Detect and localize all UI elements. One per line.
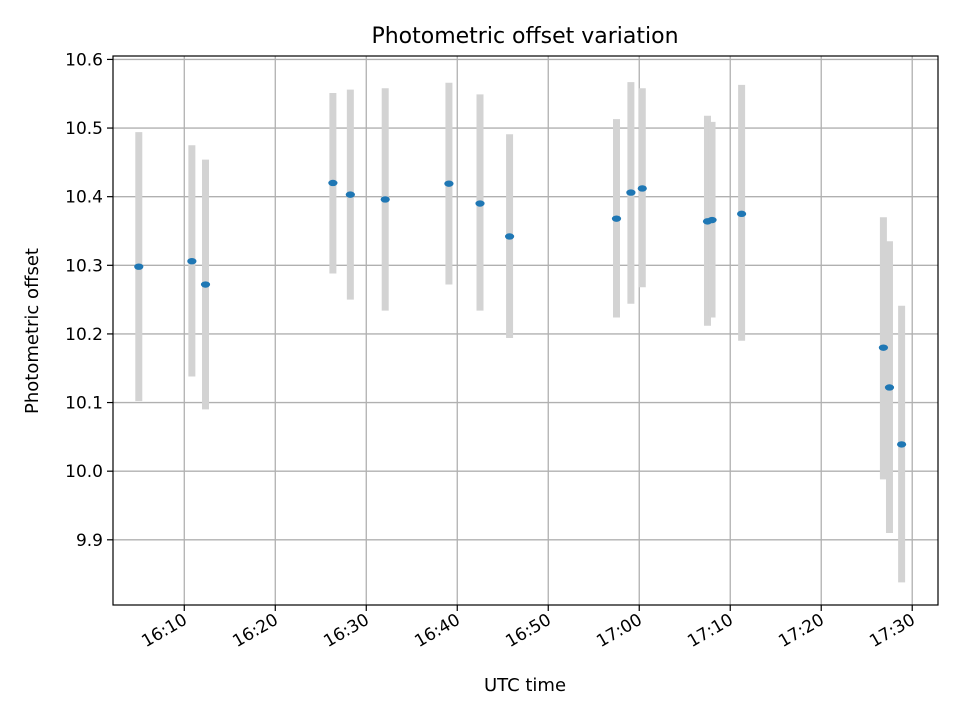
y-axis-label: Photometric offset (22, 248, 43, 414)
x-tick-label: 17:00 (593, 610, 645, 652)
data-point (626, 189, 636, 196)
y-tick-label: 10.1 (65, 394, 103, 414)
data-point (380, 196, 390, 203)
y-tick-label: 10.0 (65, 462, 103, 482)
x-tick-label: 16:50 (502, 610, 554, 652)
data-point (884, 384, 895, 391)
data-point (328, 179, 338, 187)
data-point (187, 257, 197, 265)
data-point (637, 185, 647, 192)
data-point (345, 191, 355, 198)
data-point (504, 233, 515, 240)
x-axis: 16:10 16:20 16:30 16:40 16:50 17:00 17:10 17:20… (138, 605, 919, 652)
x-tick-label: 16:10 (138, 610, 190, 652)
plot-area (112, 55, 939, 606)
plot-background (113, 56, 938, 605)
x-tick-label: 17:30 (866, 610, 918, 652)
y-tick-label: 10.6 (65, 50, 103, 70)
data-points (134, 179, 907, 448)
y-axis: 9.9 10.0 10.1 10.2 10.3 10.4 10.5 10.6 (65, 50, 113, 551)
data-point (611, 215, 622, 222)
x-tick-label: 16:20 (229, 610, 281, 652)
y-tick-label: 9.9 (76, 531, 103, 551)
chart-title: Photometric offset variation (371, 24, 678, 49)
plot-frame (112, 55, 939, 606)
data-point (134, 263, 144, 270)
x-tick-label: 16:30 (320, 610, 372, 652)
y-tick-label: 10.5 (65, 119, 103, 139)
data-point (475, 200, 485, 207)
data-point (737, 210, 747, 218)
data-point (878, 344, 889, 351)
x-tick-label: 17:20 (775, 610, 827, 652)
data-point (707, 216, 717, 224)
data-point (444, 180, 454, 187)
x-tick-label: 17:10 (684, 610, 736, 652)
y-tick-label: 10.3 (65, 256, 103, 276)
data-point (897, 441, 907, 448)
x-axis-label: UTC time (484, 675, 566, 696)
y-tick-label: 10.4 (65, 188, 103, 208)
data-point (200, 281, 211, 288)
x-tick-label: 16:40 (411, 610, 463, 652)
y-tick-label: 10.2 (65, 325, 103, 345)
